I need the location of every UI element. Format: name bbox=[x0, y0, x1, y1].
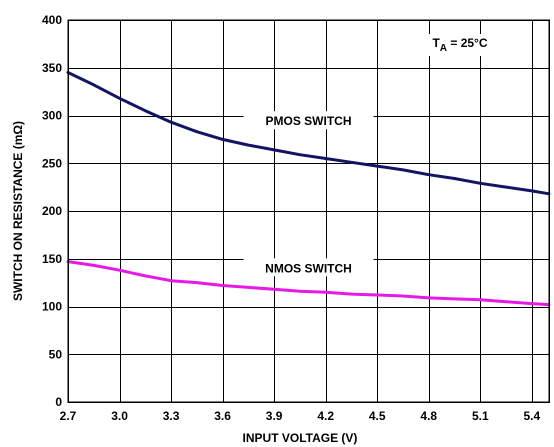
y-tick-labels: 0 50 100 150 200 250 300 350 400 bbox=[42, 13, 62, 409]
x-tick-label: 3.3 bbox=[163, 409, 180, 423]
x-tick-label: 5.4 bbox=[523, 409, 540, 423]
annotation-main: T bbox=[432, 36, 440, 50]
y-tick-label: 250 bbox=[42, 156, 62, 170]
plot-frame bbox=[67, 19, 550, 403]
annotation-subscript: A bbox=[440, 43, 447, 54]
temperature-annotation: TA = 25°C bbox=[432, 36, 487, 54]
nmos-series-line bbox=[66, 260, 551, 307]
y-axis-title: SWITCH ON RESISTANCE (mΩ) bbox=[11, 121, 25, 301]
y-tick-label: 0 bbox=[55, 395, 62, 409]
series-label-background bbox=[243, 258, 374, 277]
x-axis-title: INPUT VOLTAGE (V) bbox=[243, 431, 358, 445]
y-tick-label: 200 bbox=[42, 204, 62, 218]
x-tick-label: 3.9 bbox=[266, 409, 283, 423]
x-tick-labels: 2.7 3.0 3.3 3.6 3.9 4.2 4.5 4.8 5.1 5.4 bbox=[60, 409, 541, 423]
x-tick-label: 3.6 bbox=[214, 409, 231, 423]
x-tick-label: 3.0 bbox=[111, 409, 128, 423]
annotation-background bbox=[428, 34, 492, 56]
y-tick-label: 350 bbox=[42, 61, 62, 75]
y-tick-label: 100 bbox=[42, 300, 62, 314]
series-lines bbox=[66, 71, 551, 307]
y-tick-label: 50 bbox=[49, 347, 63, 361]
series-labels: PMOS SWITCH NMOS SWITCH bbox=[243, 111, 374, 277]
x-tick-label: 2.7 bbox=[60, 409, 77, 423]
x-tick-label: 4.8 bbox=[420, 409, 437, 423]
x-tick-label: 5.1 bbox=[472, 409, 489, 423]
nmos-series-label: NMOS SWITCH bbox=[265, 261, 352, 275]
y-tick-label: 150 bbox=[42, 252, 62, 266]
x-tick-label: 4.5 bbox=[369, 409, 386, 423]
annotation-value: = 25°C bbox=[447, 36, 488, 50]
y-tick-label: 400 bbox=[42, 13, 62, 27]
series-label-background bbox=[243, 111, 374, 130]
grid bbox=[68, 20, 549, 403]
y-tick-label: 300 bbox=[42, 109, 62, 123]
pmos-series-label: PMOS SWITCH bbox=[266, 114, 352, 128]
pmos-series-line bbox=[66, 71, 551, 196]
x-tick-label: 4.2 bbox=[317, 409, 334, 423]
